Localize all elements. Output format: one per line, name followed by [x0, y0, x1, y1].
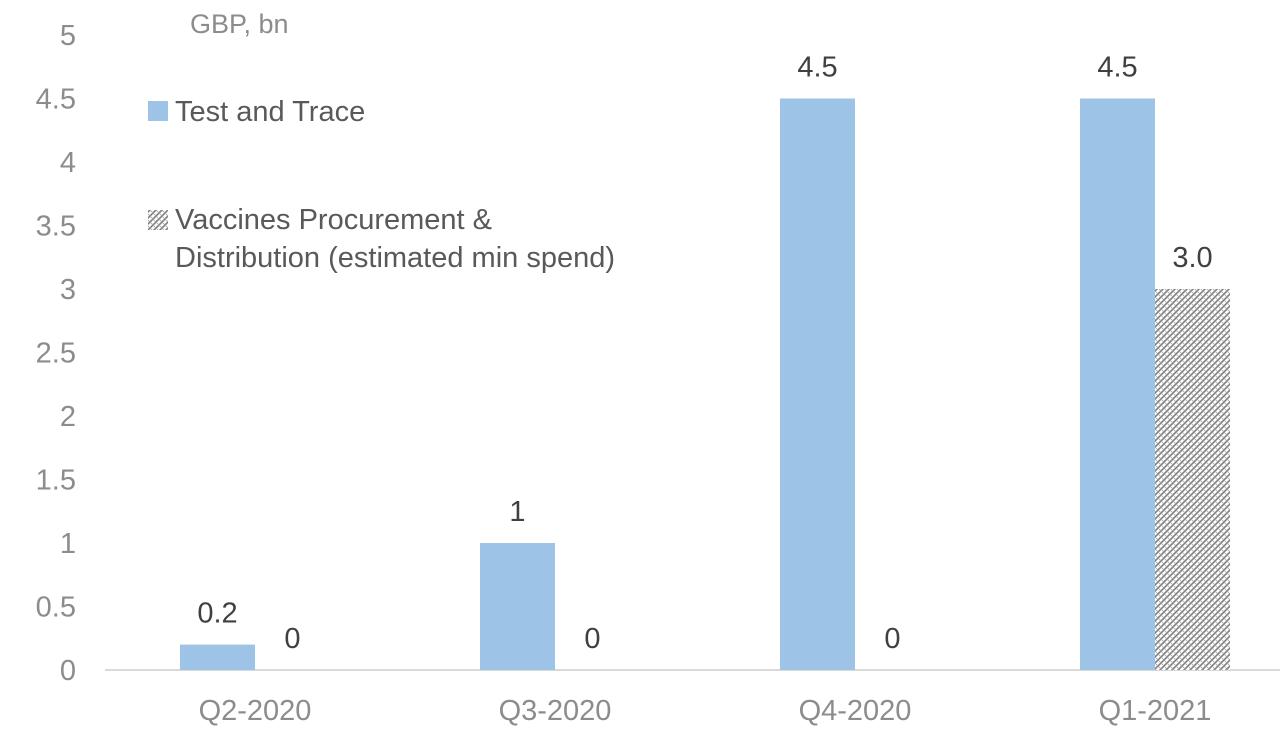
data-label: 0.2	[197, 598, 237, 630]
y-tick-label: 4.5	[36, 84, 76, 116]
y-tick-label: 3.5	[36, 211, 76, 243]
bar-vaccines-q1-2021	[1155, 289, 1230, 670]
x-tick-label: Q1-2021	[1099, 695, 1212, 727]
bar-test-and-trace-q2-2020	[180, 644, 255, 670]
legend: Test and Trace Vaccines Procurement & Di…	[148, 96, 615, 274]
y-tick-label: 2	[60, 401, 76, 433]
data-label: 0	[284, 623, 300, 655]
data-label: 1	[509, 496, 525, 528]
data-label: 4.5	[797, 52, 837, 84]
data-label: 0	[584, 623, 600, 655]
legend-label-vaccines-line-2: Distribution (estimated min spend)	[175, 242, 615, 274]
y-tick-label: 4	[60, 147, 76, 179]
legend-swatch-test-and-trace	[148, 101, 168, 121]
y-tick-label: 0.5	[36, 592, 76, 624]
y-tick-label: 3	[60, 274, 76, 306]
unit-label: GBP, bn	[190, 9, 289, 39]
y-tick-label: 1	[60, 528, 76, 560]
legend-label-test-and-trace: Test and Trace	[175, 96, 365, 128]
x-tick-label: Q2-2020	[199, 695, 312, 727]
y-tick-label: 5	[60, 20, 76, 52]
data-label: 4.5	[1097, 52, 1137, 84]
bar-test-and-trace-q4-2020	[780, 98, 855, 670]
x-tick-label: Q3-2020	[499, 695, 612, 727]
legend-label-vaccines-line-1: Vaccines Procurement &	[175, 204, 492, 236]
y-tick-label: 2.5	[36, 338, 76, 370]
bars: 0.2 1 4.5 4.5 0 0 0 3.0	[180, 52, 1230, 670]
legend-swatch-vaccines	[148, 210, 168, 230]
y-tick-label: 0	[60, 655, 76, 687]
data-label: 3.0	[1172, 242, 1212, 274]
bar-test-and-trace-q3-2020	[480, 543, 555, 670]
x-tick-label: Q4-2020	[799, 695, 912, 727]
legend-label-vaccines: Vaccines Procurement & Distribution (est…	[175, 204, 615, 274]
bar-test-and-trace-q1-2021	[1080, 98, 1155, 670]
y-axis: 0 0.5 1 1.5 2 2.5 3 3.5 4 4.5 5	[36, 20, 76, 687]
y-tick-label: 1.5	[36, 465, 76, 497]
x-axis: Q2-2020 Q3-2020 Q4-2020 Q1-2021	[199, 695, 1212, 727]
data-label: 0	[884, 623, 900, 655]
